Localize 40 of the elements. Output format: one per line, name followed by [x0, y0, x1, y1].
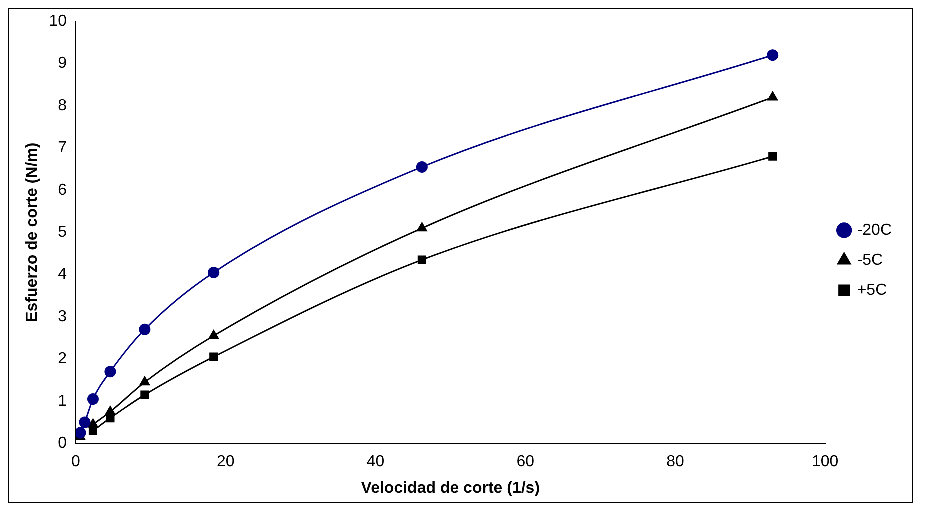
x-tick-label: 60 [516, 454, 535, 471]
y-tick-label: 1 [58, 392, 68, 410]
point [208, 330, 219, 340]
x-tick-label: 20 [216, 454, 235, 471]
y-tick-label: 5 [58, 224, 68, 242]
y-axis-title: Esfuerzo de corte (N/m) [24, 142, 42, 322]
legend-label: -20C [857, 222, 892, 239]
x-tick-label: 100 [812, 454, 839, 471]
point [88, 418, 98, 428]
x-tick-label: 80 [666, 454, 684, 471]
y-tick-label: 3 [58, 308, 68, 326]
point [767, 50, 779, 62]
point [768, 92, 778, 101]
point [76, 427, 86, 439]
point [79, 416, 91, 428]
y-tick-label: 9 [58, 55, 68, 72]
y-tick-label: 10 [49, 13, 68, 30]
legend-label: -5C [857, 252, 884, 269]
point [210, 352, 218, 362]
y-tick-label: 4 [58, 266, 68, 284]
point [139, 324, 151, 336]
legend-label: +5C [857, 282, 888, 299]
point [417, 222, 428, 232]
x-tick-label: 40 [366, 454, 385, 471]
y-tick-label: 2 [58, 350, 68, 368]
point [140, 376, 150, 386]
point [768, 152, 778, 161]
y-tick-label: 8 [58, 97, 68, 114]
point [208, 266, 220, 278]
point [140, 390, 150, 400]
point [104, 366, 116, 378]
point [105, 406, 116, 416]
x-axis-title: Velocidad de corte (1/s) [361, 480, 540, 497]
y-tick-label: 7 [58, 140, 68, 157]
y-tick-label: 0 [58, 435, 68, 452]
x-tick-label: 0 [72, 454, 81, 471]
point [416, 161, 428, 173]
point [418, 256, 426, 264]
y-tick-label: 6 [58, 182, 68, 199]
point [87, 394, 99, 406]
